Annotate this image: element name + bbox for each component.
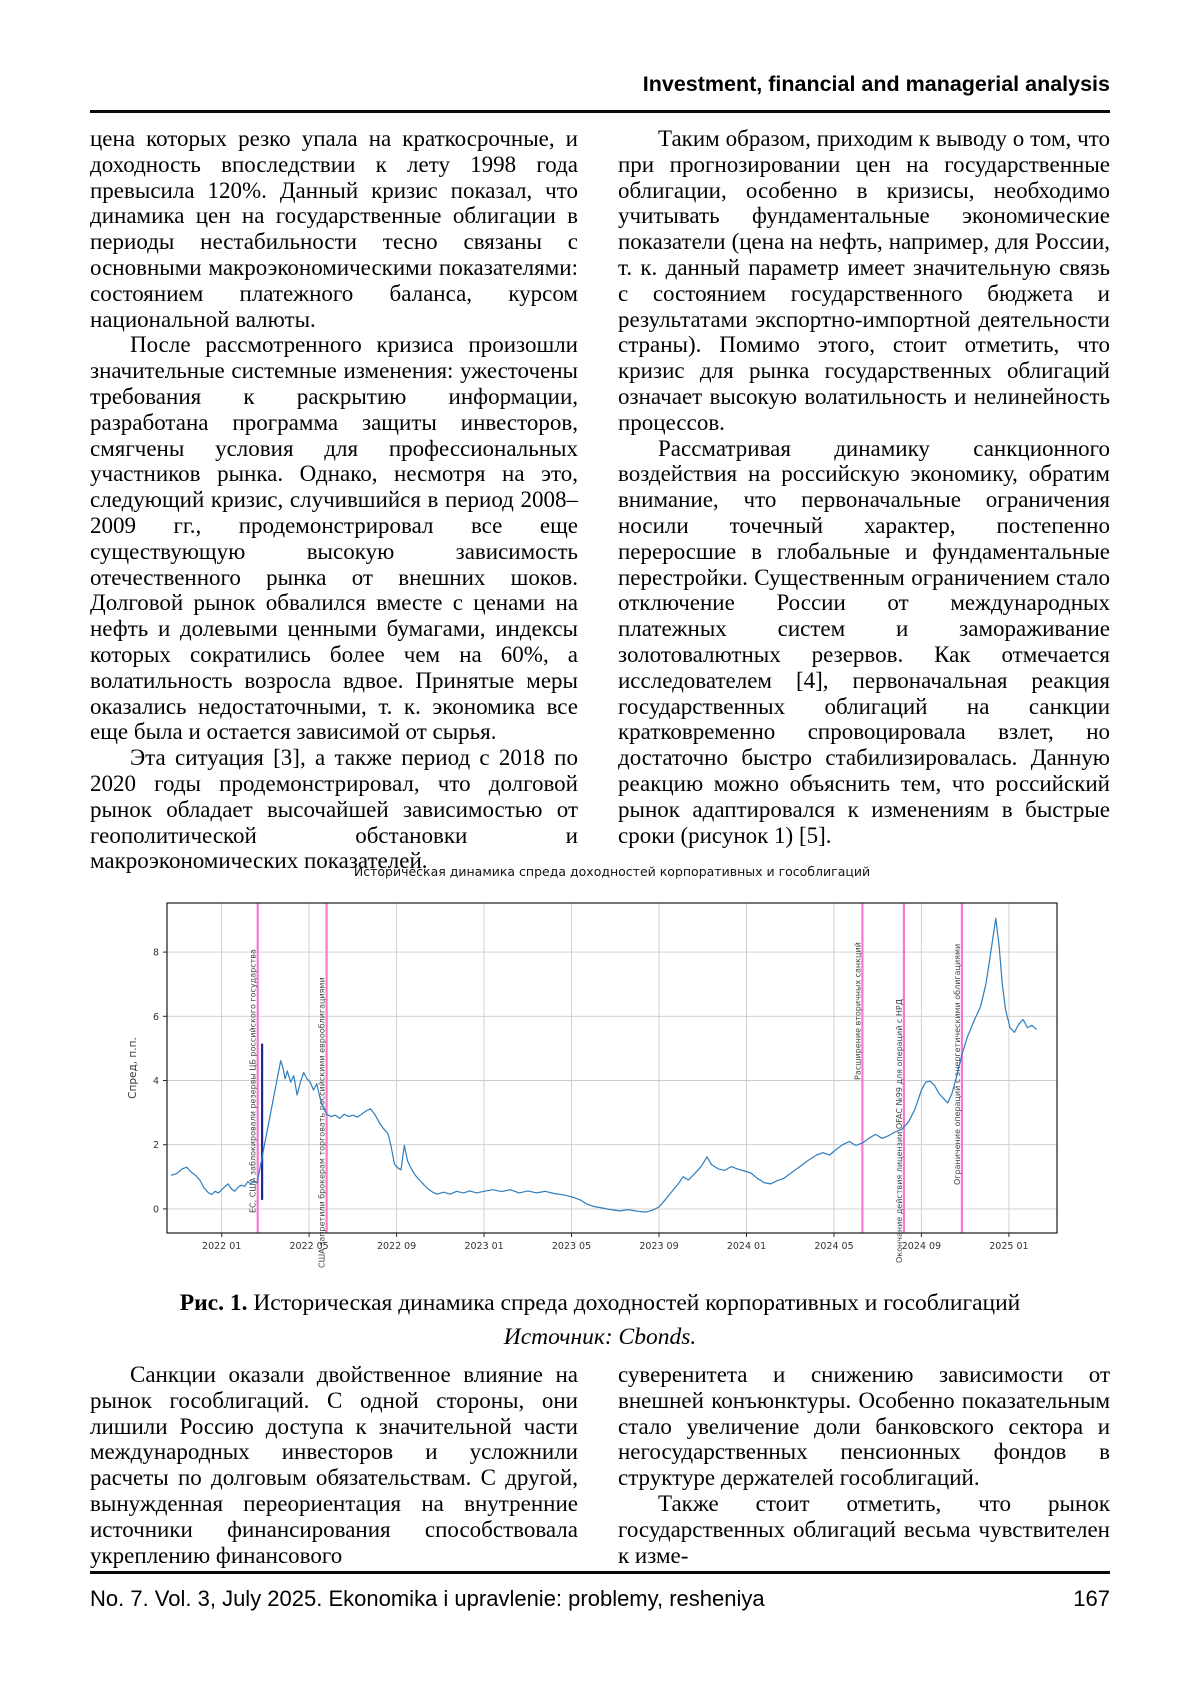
page-number: 167 [1073,1586,1110,1611]
y-tick-label: 6 [153,1012,159,1023]
y-tick-label: 0 [153,1204,159,1215]
x-tick-label: 2023 05 [552,1241,591,1252]
left-column-bottom: Санкции оказали двойственное влияние на … [90,1362,578,1568]
paragraph: Эта ситуация [3], а также период с 2018 … [90,745,578,874]
footer-rule [90,1571,1110,1574]
journal-line: No. 7. Vol. 3, July 2025. Ekonomika i up… [90,1586,765,1611]
right-column-top: Таким образом, приходим к выводу о том, … [618,126,1110,848]
spread-line-chart: ЕС, США заблокировали резервы ЦБ российс… [127,864,1058,1268]
right-column-bottom: суверенитета и снижению зависимости от в… [618,1362,1110,1568]
figure-caption-line: Рис. 1. Историческая динамика спреда дох… [90,1286,1110,1320]
footer: No. 7. Vol. 3, July 2025. Ekonomika i up… [90,1586,1110,1612]
series-line [170,917,1037,1213]
paragraph: Санкции оказали двойственное влияние на … [90,1362,578,1568]
x-tick-label: 2022 01 [202,1241,241,1252]
paragraph: цена которых резко упала на краткосрочны… [90,126,578,332]
paragraph: Таким образом, приходим к выводу о том, … [618,126,1110,435]
paragraph: суверенитета и снижению зависимости от в… [618,1362,1110,1491]
plot-border [166,902,1058,1234]
paragraph: Рассматривая динамику санкционного возде… [618,435,1110,848]
event-label: Ограничение операций с энергетическими о… [953,944,962,1185]
figure-label: Рис. 1. [179,1290,248,1316]
chart-title: Историческая динамика спреда доходностей… [354,864,870,879]
event-label: США запретили брокерам торговать российс… [318,977,327,1268]
x-tick-label: 2024 01 [727,1241,766,1252]
y-tick-label: 4 [153,1076,159,1087]
event-label: Расширение вторичных санкций [853,942,862,1080]
x-tick-label: 2023 01 [464,1241,503,1252]
y-tick-label: 2 [153,1140,159,1151]
x-tick-label: 2024 09 [902,1241,941,1252]
x-tick-label: 2025 01 [989,1241,1028,1252]
y-tick-label: 8 [153,948,159,959]
x-tick-label: 2024 05 [814,1241,853,1252]
event-label: Окончание действия лицензии OFAC №99 для… [895,999,904,1263]
x-tick-label: 2023 09 [639,1241,678,1252]
figure-1: ЕС, США заблокировали резервы ЦБ российс… [125,856,1060,1286]
y-axis-label: Спред, п.п. [127,1037,139,1099]
header-rule [90,110,1110,113]
left-column-top: цена которых резко упала на краткосрочны… [90,126,578,874]
figure-source: Источник: Cbonds. [503,1324,697,1350]
paragraph: Также стоит отметить, что рынок государс… [618,1490,1110,1568]
paragraph: После рассмотренного кризиса произошли з… [90,332,578,745]
figure-caption-text: Историческая динамика спреда доходностей… [247,1290,1021,1316]
event-label: ЕС, США заблокировали резервы ЦБ российс… [249,949,258,1213]
figure-caption: Рис. 1. Историческая динамика спреда дох… [90,1286,1110,1354]
running-title: Investment, financial and managerial ana… [642,72,1110,96]
x-tick-label: 2022 05 [289,1241,328,1252]
x-tick-label: 2022 09 [377,1241,416,1252]
